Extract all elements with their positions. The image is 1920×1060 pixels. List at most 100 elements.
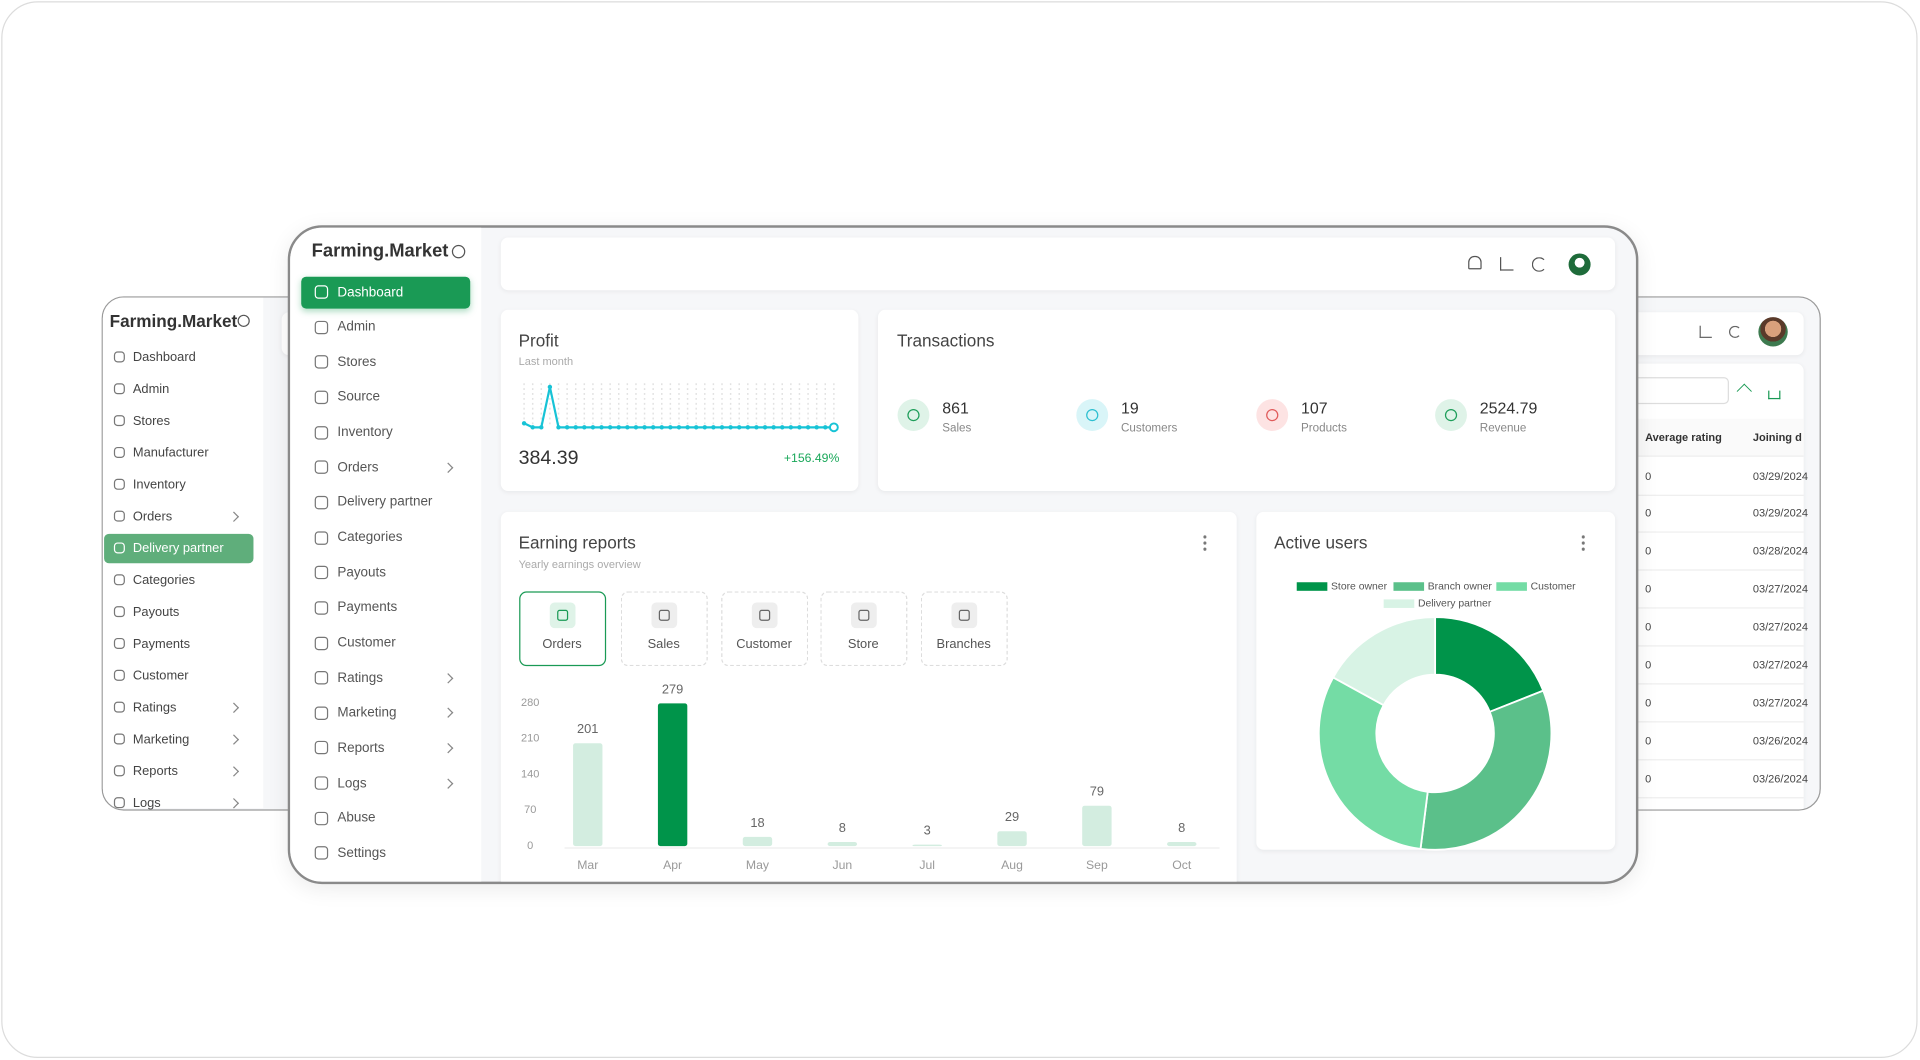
menu-icon	[113, 351, 125, 363]
bell-icon[interactable]	[1467, 255, 1482, 269]
tab-glyph	[556, 609, 568, 621]
tab-glyph	[658, 609, 670, 621]
tab-label[interactable]: Orders	[542, 636, 582, 651]
x-tick-label: Jul	[919, 857, 935, 871]
point	[529, 424, 535, 429]
menu-icon	[113, 765, 125, 777]
menu-label[interactable]: Delivery partner	[132, 540, 224, 556]
legend-swatch	[1495, 581, 1527, 591]
x-tick-label: Apr	[662, 857, 681, 871]
point	[547, 384, 552, 389]
menu-label[interactable]: Abuse	[337, 810, 376, 826]
translate-icon[interactable]	[1698, 325, 1712, 338]
value-label: 8	[838, 819, 845, 834]
point	[736, 424, 741, 429]
menu-label[interactable]: Customer	[337, 635, 396, 651]
tab-icon	[950, 601, 977, 628]
menu-label[interactable]: Source	[337, 389, 381, 405]
point	[805, 424, 810, 429]
menu-icon	[113, 701, 125, 713]
tab-label[interactable]: Sales	[647, 636, 680, 651]
cell: 03/27/2024	[1752, 658, 1809, 672]
profit-change: +156.49%	[783, 451, 840, 466]
row-separator	[1591, 683, 1804, 685]
avatar[interactable]	[1567, 252, 1590, 275]
tab-label[interactable]: Branches	[936, 636, 991, 651]
cell: 03/26/2024	[1752, 772, 1809, 785]
tab-label[interactable]: Store	[847, 636, 879, 651]
cell: 0	[1645, 583, 1652, 596]
theme-icon[interactable]	[1531, 256, 1546, 272]
cell: 03/27/2024	[1752, 583, 1809, 596]
more-menu[interactable]	[1580, 533, 1586, 551]
menu-label[interactable]: Payments	[132, 636, 191, 651]
menu-icon	[113, 542, 125, 554]
menu-label[interactable]: Logs	[337, 775, 367, 791]
stat-glyph	[1265, 408, 1278, 421]
tab[interactable]	[518, 590, 606, 666]
y-tick-label: 70	[523, 804, 535, 816]
menu-label[interactable]: Admin	[337, 319, 376, 335]
card-title: Transactions	[896, 330, 995, 350]
tab-label[interactable]: Customer	[736, 636, 792, 651]
menu-label[interactable]: Dashboard	[337, 284, 404, 300]
menu-label[interactable]: Categories	[337, 530, 403, 545]
menu-label[interactable]: Ratings	[337, 670, 384, 686]
menu-icon	[314, 706, 329, 720]
menu-item[interactable]	[103, 374, 252, 403]
cell: 0	[1645, 772, 1652, 785]
header-card	[500, 236, 1615, 290]
value-label: 29	[1004, 809, 1018, 824]
menu-label[interactable]: Ratings	[132, 699, 177, 715]
point	[615, 424, 621, 429]
cell: 03/29/2024	[1752, 469, 1809, 482]
tab[interactable]	[720, 590, 808, 666]
menu-active	[103, 533, 253, 563]
menu-label[interactable]: Logs	[132, 795, 161, 810]
menu-label[interactable]: Marketing	[132, 731, 190, 747]
menu-label[interactable]: Inventory	[337, 425, 393, 440]
menu-label[interactable]: Marketing	[337, 705, 397, 721]
theme-icon[interactable]	[1728, 325, 1741, 338]
menu-item[interactable]	[103, 788, 252, 809]
menu-label[interactable]: Payouts	[337, 565, 387, 581]
tab[interactable]	[819, 590, 907, 666]
menu-label[interactable]: Stores	[132, 413, 171, 428]
more-menu[interactable]	[1201, 533, 1207, 551]
menu-label[interactable]: Orders	[132, 508, 173, 524]
menu-label[interactable]: Payouts	[132, 604, 180, 619]
tab[interactable]	[620, 590, 708, 666]
value-label: 279	[661, 681, 682, 696]
menu-icon	[314, 495, 329, 510]
menu-label[interactable]: Settings	[337, 845, 387, 861]
menu-label[interactable]: Categories	[132, 572, 196, 588]
menu-label[interactable]: Manufacturer	[132, 445, 209, 460]
brand: Farming.Market	[109, 310, 238, 330]
menu-label[interactable]: Orders	[337, 460, 379, 475]
menu-label[interactable]: Reports	[337, 740, 385, 756]
translate-icon[interactable]	[1499, 256, 1513, 270]
x-tick-label: Sep	[1085, 857, 1107, 871]
sidebar	[290, 227, 481, 882]
menu-label[interactable]: Customer	[132, 667, 189, 683]
cell: 0	[1645, 658, 1652, 672]
menu-label[interactable]: Reports	[132, 763, 178, 779]
point	[607, 424, 612, 429]
menu-label[interactable]: Payments	[337, 600, 398, 616]
tab[interactable]	[920, 590, 1008, 666]
download-icon[interactable]	[1767, 390, 1780, 399]
menu-icon	[113, 383, 125, 395]
cell: 03/28/2024	[1752, 545, 1809, 558]
value-label: 18	[750, 814, 764, 829]
menu-label[interactable]: Admin	[132, 381, 170, 397]
card-title: Earning reports	[518, 532, 636, 552]
menu-label[interactable]: Dashboard	[132, 349, 196, 365]
avatar[interactable]	[1757, 316, 1788, 346]
menu-label[interactable]: Inventory	[132, 476, 186, 492]
stat-glyph	[906, 408, 919, 421]
menu-label[interactable]: Delivery partner	[337, 495, 433, 510]
menu-icon	[314, 671, 329, 685]
menu-item[interactable]	[103, 406, 252, 435]
menu-label[interactable]: Stores	[337, 354, 377, 370]
point	[701, 424, 707, 429]
